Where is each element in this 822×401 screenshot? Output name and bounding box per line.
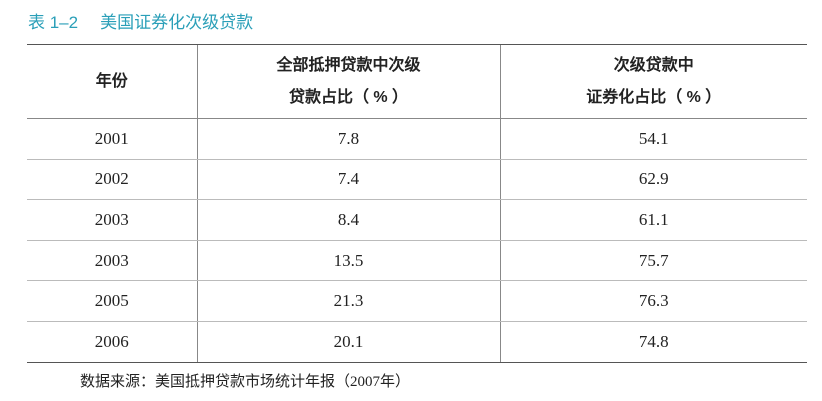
header-cell: 次级贷款中证券化占比（ % ） <box>499 44 807 119</box>
table-row: 2001 7.8 54.1 <box>27 118 807 160</box>
header-line: 全部抵押贷款中次级 <box>276 56 421 74</box>
table-cell: 8.4 <box>196 199 500 241</box>
table-cell: 21.3 <box>196 280 500 322</box>
table-cell: 20.1 <box>196 321 500 363</box>
table-row: 2006 20.1 74.8 <box>27 321 807 363</box>
table-cell: 75.7 <box>499 240 807 282</box>
header-line: 年份 <box>95 72 128 90</box>
table-row: 2003 8.4 61.1 <box>27 199 807 241</box>
table-title: 表 1–2 美国证券化次级贷款 <box>28 8 253 33</box>
table-cell: 62.9 <box>499 159 807 201</box>
header-line: 次级贷款中 <box>613 56 694 74</box>
header-line: 证券化占比（ % ） <box>586 88 722 106</box>
table-cell: 54.1 <box>499 118 807 160</box>
source-note: 数据来源：美国抵押贷款市场统计年报（2007年） <box>80 374 411 390</box>
table-cell: 2001 <box>27 118 197 160</box>
header-line: 贷款占比（ % ） <box>288 88 409 106</box>
table-cell: 2003 <box>27 199 197 241</box>
table-cell: 2006 <box>27 321 197 363</box>
table-cell: 13.5 <box>196 240 500 282</box>
table-cell: 2002 <box>27 159 197 201</box>
table-body: 2001 7.8 54.1 2002 7.4 62.9 2003 8.4 61.1 2003 13.… <box>27 118 807 363</box>
header-row: 年份 全部抵押贷款中次级 贷款占比（ % ）次级贷款中 证券化占比（ % ） <box>27 44 807 119</box>
header-cell: 年份 <box>27 44 197 119</box>
table-row: 2005 21.3 76.3 <box>27 280 807 322</box>
data-table: 年份 全部抵押贷款中次级 贷款占比（ % ）次级贷款中 证券化占比（ % ） 2001… <box>27 44 807 363</box>
table-cell: 2003 <box>27 240 197 282</box>
table-row: 2002 7.4 62.9 <box>27 159 807 201</box>
table-cell: 7.8 <box>196 118 500 160</box>
table-number: 表 1–2 <box>28 13 79 32</box>
table-row: 2003 13.5 75.7 <box>27 240 807 282</box>
table-cell: 76.3 <box>499 280 807 322</box>
table-header: 年份 全部抵押贷款中次级 贷款占比（ % ）次级贷款中 证券化占比（ % ） <box>27 44 807 119</box>
table-cell: 2005 <box>27 280 197 322</box>
table-caption: 美国证券化次级贷款 <box>100 13 254 32</box>
table-cell: 74.8 <box>499 321 807 363</box>
header-cell: 全部抵押贷款中次级 贷款占比（ % ） <box>196 44 500 119</box>
table-cell: 61.1 <box>499 199 807 241</box>
table-cell: 7.4 <box>196 159 500 201</box>
